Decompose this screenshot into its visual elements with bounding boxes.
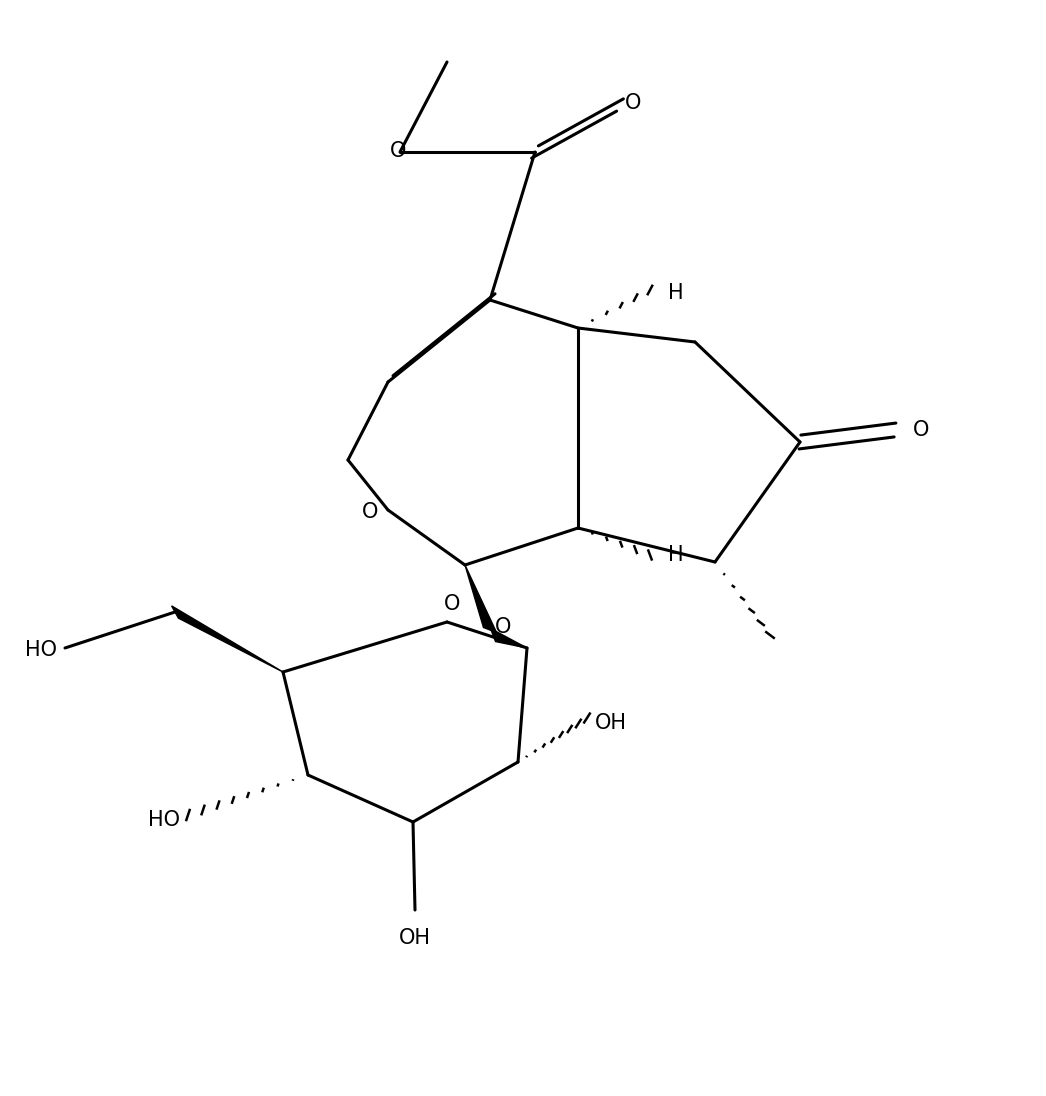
Text: OH: OH xyxy=(595,713,627,733)
Text: O: O xyxy=(495,617,511,637)
Polygon shape xyxy=(491,628,527,648)
Text: O: O xyxy=(626,93,641,113)
Text: H: H xyxy=(668,283,684,302)
Text: H: H xyxy=(668,545,684,566)
Text: O: O xyxy=(913,420,930,439)
Polygon shape xyxy=(172,606,283,672)
Text: O: O xyxy=(444,594,460,614)
Text: O: O xyxy=(362,502,379,522)
Polygon shape xyxy=(465,566,497,632)
Text: O: O xyxy=(390,141,406,161)
Text: OH: OH xyxy=(399,928,431,948)
Text: HO: HO xyxy=(25,640,56,660)
Text: HO: HO xyxy=(147,810,180,830)
